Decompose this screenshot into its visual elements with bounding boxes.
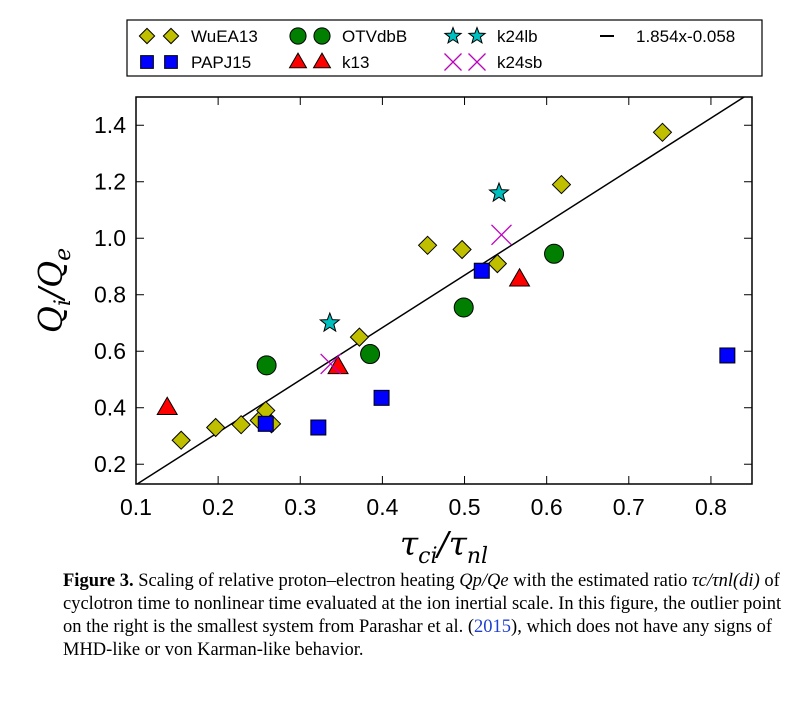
fit-line	[136, 97, 746, 484]
series-k24sb	[320, 224, 512, 375]
x-axis-label: τci/τnl	[400, 524, 488, 569]
y-tick-label: 0.4	[94, 395, 126, 421]
caption-text-3: of cyclotron time to nonlinear time eval…	[63, 571, 782, 637]
legend-item-otvdbb: OTVdbB	[289, 27, 407, 46]
data-point-k13	[156, 396, 179, 416]
legend-marker	[138, 27, 156, 45]
legend-item-papj15: PAPJ15	[140, 53, 251, 72]
data-point-wuea13	[349, 327, 370, 347]
data-point-wuea13	[551, 174, 572, 195]
series-k24lb	[318, 181, 510, 333]
caption-text-1: Scaling of relative proton–electron heat…	[138, 571, 455, 591]
y-axis-label: Qi/Qe	[31, 248, 76, 333]
data-point-wuea13	[452, 239, 472, 260]
series-wuea13	[171, 122, 673, 450]
caption-math-1: Qp/Qe	[459, 571, 509, 591]
legend-label: PAPJ15	[191, 53, 251, 72]
y-tick-label: 0.6	[94, 338, 126, 364]
data-point-wuea13	[231, 414, 251, 435]
y-tick-label: 1.0	[94, 225, 126, 251]
data-point-k24sb	[491, 224, 512, 246]
data-point-wuea13	[652, 122, 673, 143]
legend-label: k13	[342, 53, 369, 72]
data-point-k24sb	[320, 353, 342, 375]
caption-math-2: τc/τnl(di)	[692, 571, 760, 591]
legend-frame	[126, 19, 763, 77]
caption-label: Figure 3.	[63, 571, 134, 591]
y-tick-label: 0.8	[94, 282, 126, 308]
scatter-figure: 0.1 0.2 0.3 0.4 0.5 0.6 0.7 0.8 0.2 0.4 0.6 0.8 1.0 1…	[31, 19, 763, 569]
legend-label: OTVdbB	[342, 27, 407, 46]
data-point-k13	[508, 267, 531, 287]
caption-citation-link[interactable]: 2015	[474, 617, 512, 637]
legend: WuEA13 PAPJ15 OTVdbB k13 k24lb k24sb 1.854x-0.…	[126, 19, 763, 77]
data-point-papj15	[719, 347, 736, 364]
x-tick-label: 0.6	[531, 494, 563, 520]
data-point-wuea13	[205, 417, 226, 438]
legend-label: k24lb	[497, 27, 538, 46]
legend-item-1.854x-0.058: 1.854x-0.058	[600, 27, 735, 46]
y-tick-label: 1.4	[94, 112, 126, 138]
legend-marker	[140, 55, 154, 69]
legend-marker	[467, 26, 487, 45]
y-tick-label: 1.2	[94, 169, 126, 195]
legend-item-k13: k13	[288, 52, 369, 72]
plot-frame	[135, 96, 753, 485]
x-tick-label: 0.2	[202, 494, 234, 520]
legend-label: 1.854x-0.058	[636, 27, 735, 46]
x-tick-label: 0.7	[613, 494, 645, 520]
series-otvdbb	[256, 243, 565, 376]
y-tick-label: 0.2	[94, 451, 126, 477]
legend-marker	[289, 27, 307, 45]
data-point-papj15	[473, 262, 490, 279]
legend-marker	[288, 52, 308, 69]
legend-label: WuEA13	[191, 27, 258, 46]
legend-item-wuea13: WuEA13	[138, 27, 258, 46]
data-point-k13	[327, 355, 349, 375]
chart-svg: 0.1 0.2 0.3 0.4 0.5 0.6 0.7 0.8 0.2 0.4 0.6 0.8 1.0 1…	[31, 19, 763, 569]
caption-text-4: ), which does not have any signs of MHD-…	[63, 617, 773, 660]
legend-marker	[312, 52, 332, 69]
data-point-papj15	[373, 389, 390, 406]
data-point-wuea13	[417, 235, 438, 256]
legend-marker	[313, 27, 331, 45]
data-point-wuea13	[171, 430, 191, 450]
series-k13	[156, 267, 531, 416]
legend-item-k24lb: k24lb	[443, 26, 538, 46]
x-tick-label: 0.1	[120, 494, 152, 520]
data-point-otvdbb	[544, 243, 565, 264]
data-point-k24lb	[318, 311, 341, 333]
series-papj15	[257, 262, 736, 436]
legend-label: k24sb	[497, 53, 542, 72]
x-tick-label: 0.3	[284, 494, 316, 520]
x-tick-label: 0.5	[449, 494, 481, 520]
data-point-otvdbb	[453, 297, 474, 318]
legend-marker	[468, 53, 486, 71]
data-point-papj15	[257, 415, 274, 432]
data-point-otvdbb	[256, 355, 277, 376]
legend-marker	[164, 55, 178, 69]
caption-text-2: with the estimated ratio	[513, 571, 688, 591]
legend-marker	[443, 26, 463, 45]
x-tick-label: 0.8	[695, 494, 727, 520]
data-point-wuea13	[487, 253, 508, 274]
x-tick-label: 0.4	[366, 494, 398, 520]
data-point-papj15	[310, 419, 327, 436]
data-point-otvdbb	[360, 344, 381, 365]
legend-marker	[162, 27, 180, 45]
data-point-k24lb	[488, 181, 510, 203]
legend-item-k24sb: k24sb	[444, 53, 542, 72]
legend-marker	[444, 53, 462, 71]
figure-caption: Figure 3. Scaling of relative proton–ele…	[63, 570, 783, 662]
